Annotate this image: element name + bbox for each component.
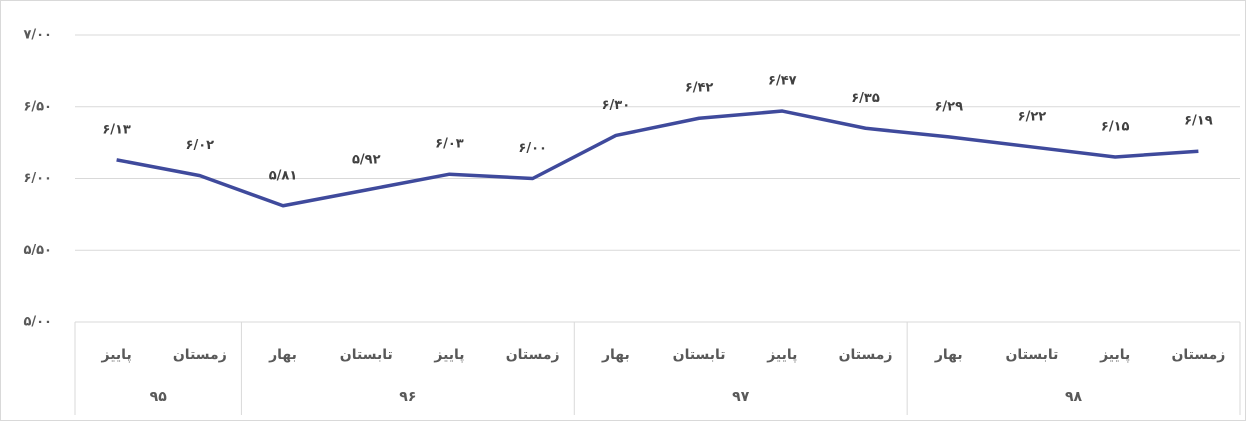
x-tick-label: تابستان — [673, 347, 726, 363]
data-label: ۶/۳۵ — [851, 91, 880, 106]
data-label: ۶/۳۰ — [602, 98, 631, 113]
data-label: ۶/۰۳ — [435, 137, 464, 152]
data-label: ۶/۴۷ — [768, 74, 797, 89]
y-tick-label: ۵/۰۰ — [23, 315, 52, 330]
data-label: ۵/۹۲ — [352, 152, 381, 167]
group-label: ۹۵ — [150, 389, 168, 405]
x-tick-label: پاییز — [433, 347, 464, 363]
data-line — [116, 109, 1199, 208]
group-label: ۹۸ — [1065, 389, 1083, 405]
x-tick-label: بهار — [268, 347, 297, 363]
x-tick-label: پاییز — [766, 347, 797, 363]
x-tick-label: بهار — [934, 347, 963, 363]
x-tick-label: زمستان — [1171, 347, 1225, 363]
data-label: ۶/۱۳ — [102, 122, 131, 137]
data-label: ۶/۰۲ — [186, 138, 215, 153]
x-tick-label: پاییز — [101, 347, 132, 363]
group-label: ۹۷ — [732, 389, 750, 405]
x-tick-label: زمستان — [506, 347, 560, 363]
data-label: ۶/۲۲ — [1018, 109, 1047, 124]
data-label: ۶/۱۵ — [1101, 119, 1130, 134]
y-tick-label: ۷/۰۰ — [23, 28, 52, 43]
data-label: ۶/۲۹ — [934, 99, 963, 114]
data-label: ۶/۰۰ — [518, 141, 547, 156]
y-tick-label: ۵/۵۰ — [23, 243, 52, 258]
y-tick-label: ۶/۵۰ — [23, 99, 52, 114]
data-label: ۶/۴۲ — [685, 81, 714, 96]
y-tick-label: ۶/۰۰ — [23, 171, 52, 186]
data-label: ۶/۱۹ — [1184, 114, 1213, 129]
x-tick-label: زمستان — [173, 347, 227, 363]
x-tick-label: زمستان — [839, 347, 893, 363]
x-tick-label: پاییز — [1099, 347, 1130, 363]
x-tick-label: تابستان — [340, 347, 393, 363]
group-label: ۹۶ — [399, 389, 416, 405]
x-tick-label: بهار — [601, 347, 630, 363]
data-label: ۵/۸۱ — [269, 168, 298, 183]
x-tick-label: تابستان — [1005, 347, 1058, 363]
